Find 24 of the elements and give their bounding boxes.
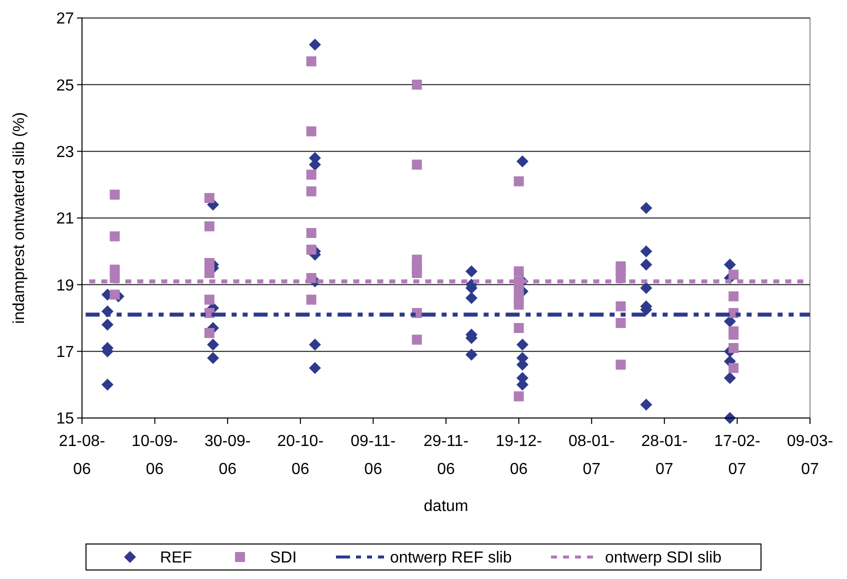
x-tick-label: 08-01-07 [568,433,615,478]
x-tick-label: 30-09-06 [204,433,251,478]
x-tick-label: 09-03-07 [786,433,834,478]
x-tick-label: 17-02-07 [714,433,760,478]
x-tick-label: 09-11-06 [350,433,396,478]
legend-label: ontwerp REF slib [390,550,512,567]
legend-label: SDI [270,550,297,567]
y-axis-title: indamprest ontwaterd slib (%) [11,112,28,324]
y-tick-label: 19 [56,277,74,294]
y-tick-label: 25 [56,77,74,94]
x-tick-label: 10-09-06 [132,433,178,478]
y-tick-label: 23 [56,144,74,161]
y-tick-label: 21 [56,210,74,228]
x-tick-label: 29-11-06 [423,433,469,478]
x-tick-label: 19-12-06 [496,433,542,478]
y-tick-label: 27 [56,10,74,28]
x-tick-label: 20-10-06 [277,433,324,478]
x-axis-title: datum [424,498,468,515]
y-tick-label: 17 [56,344,74,361]
x-tick-label: 21-08-06 [58,433,106,478]
x-tick-label: 28-01-07 [641,433,688,478]
y-tick-label: 15 [56,410,74,428]
legend-label: REF [160,550,192,567]
legend-label: ontwerp SDI slib [605,550,722,567]
